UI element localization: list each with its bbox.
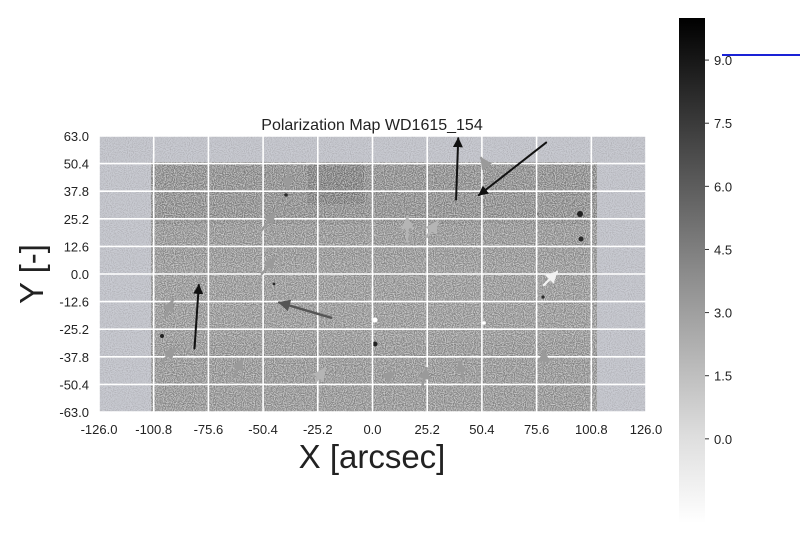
x-tick-label: 50.4 xyxy=(469,422,494,437)
colorbar: 9.0 7.5 6.0 4.5 3.0 1.5 0.0 xyxy=(679,18,800,523)
polarization-vector xyxy=(477,141,548,197)
colorbar-tick-label: 1.5 xyxy=(714,369,732,384)
x-tick-label: -50.4 xyxy=(248,422,278,437)
y-tick-label: 63.0 xyxy=(64,129,89,144)
y-tick-label: 37.8 xyxy=(64,184,89,199)
polarization-vector xyxy=(418,366,430,387)
y-tick-label: -12.6 xyxy=(59,295,89,310)
chart-title: Polarization Map WD1615_154 xyxy=(261,117,483,134)
polarization-vector xyxy=(381,371,396,384)
y-tick-label: -37.8 xyxy=(59,350,89,365)
y-tick-label: 12.6 xyxy=(64,239,89,254)
grid-lines xyxy=(98,135,647,413)
y-tick-label: 0.0 xyxy=(71,267,89,282)
x-tick-label: 0.0 xyxy=(363,422,381,437)
y-axis-label: Y [-] xyxy=(13,244,50,304)
polarization-vector xyxy=(455,360,468,383)
y-tick-label: -50.4 xyxy=(59,377,89,392)
y-tick-label: 25.2 xyxy=(64,212,89,227)
polarization-vector xyxy=(312,366,327,383)
colorbar-ticks: 9.0 7.5 6.0 4.5 3.0 1.5 0.0 xyxy=(705,53,732,447)
detector-speckle xyxy=(151,162,597,412)
y-tick-label: 50.4 xyxy=(64,157,89,172)
x-tick-label: 25.2 xyxy=(415,422,440,437)
colorbar-tick-label: 9.0 xyxy=(714,53,732,68)
polarization-vector xyxy=(260,211,277,232)
colorbar-tick-label: 0.0 xyxy=(714,432,732,447)
colorbar-tick-label: 4.5 xyxy=(714,242,732,257)
colorbar-tick-label: 3.0 xyxy=(714,306,732,321)
x-tick-label: 126.0 xyxy=(630,422,663,437)
x-tick-label: 100.8 xyxy=(575,422,608,437)
polarization-vector xyxy=(542,270,559,287)
colorbar-tick-label: 6.0 xyxy=(714,179,732,194)
x-axis-label: X [arcsec] xyxy=(299,438,446,475)
colorbar-tick-label: 7.5 xyxy=(714,116,732,131)
y-tick-label: -25.2 xyxy=(59,322,89,337)
x-tick-label: 75.6 xyxy=(524,422,549,437)
polarization-vector xyxy=(232,358,244,379)
x-tick-label: -126.0 xyxy=(81,422,118,437)
colorbar-gradient xyxy=(679,18,705,523)
polarization-vector xyxy=(425,220,439,239)
polarization-vector xyxy=(162,299,175,320)
polarization-vector xyxy=(277,299,333,320)
y-tick-label: -63.0 xyxy=(59,405,89,420)
polarization-vectors xyxy=(160,137,559,387)
x-tick-label: -25.2 xyxy=(303,422,333,437)
x-tick-label: -100.8 xyxy=(135,422,172,437)
polarization-vector xyxy=(452,137,463,201)
polarization-vector xyxy=(193,283,204,350)
tick-labels: -126.0 -100.8 -75.6 -50.4 -25.2 0.0 25.2 50.4 75… xyxy=(59,129,662,437)
x-tick-label: -75.6 xyxy=(194,422,224,437)
polarization-vector xyxy=(160,347,177,363)
stars xyxy=(160,193,584,347)
polarization-vector xyxy=(260,257,277,276)
polarization-vector xyxy=(479,156,492,171)
